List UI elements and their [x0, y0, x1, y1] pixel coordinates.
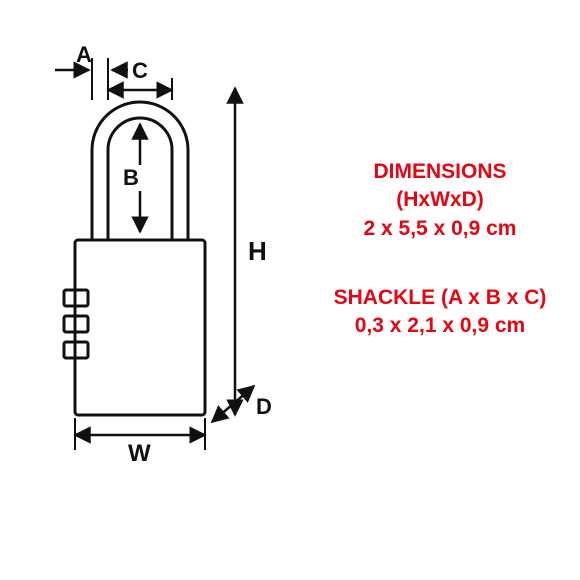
label-b: B — [120, 165, 142, 191]
label-c: C — [132, 58, 148, 84]
dimensions-values: 2 x 5,5 x 0,9 cm — [320, 215, 560, 243]
dimensions-title: DIMENSIONS — [320, 158, 560, 186]
shackle-title: SHACKLE (A x B x C) — [300, 284, 580, 312]
label-d: D — [256, 394, 272, 420]
lock-body — [75, 240, 205, 415]
dim-line-d — [212, 386, 254, 422]
label-h: H — [248, 236, 267, 267]
label-a: A — [76, 42, 92, 68]
diagram-stage: A C B H W D DIMENSIONS (HxWxD) 2 x 5,5 x… — [0, 0, 580, 580]
dimensions-sub: (HxWxD) — [320, 186, 560, 214]
dimensions-block: DIMENSIONS (HxWxD) 2 x 5,5 x 0,9 cm — [320, 158, 560, 243]
label-w: W — [128, 440, 151, 468]
shackle-values: 0,3 x 2,1 x 0,9 cm — [300, 312, 580, 340]
shackle-block: SHACKLE (A x B x C) 0,3 x 2,1 x 0,9 cm — [300, 284, 580, 341]
